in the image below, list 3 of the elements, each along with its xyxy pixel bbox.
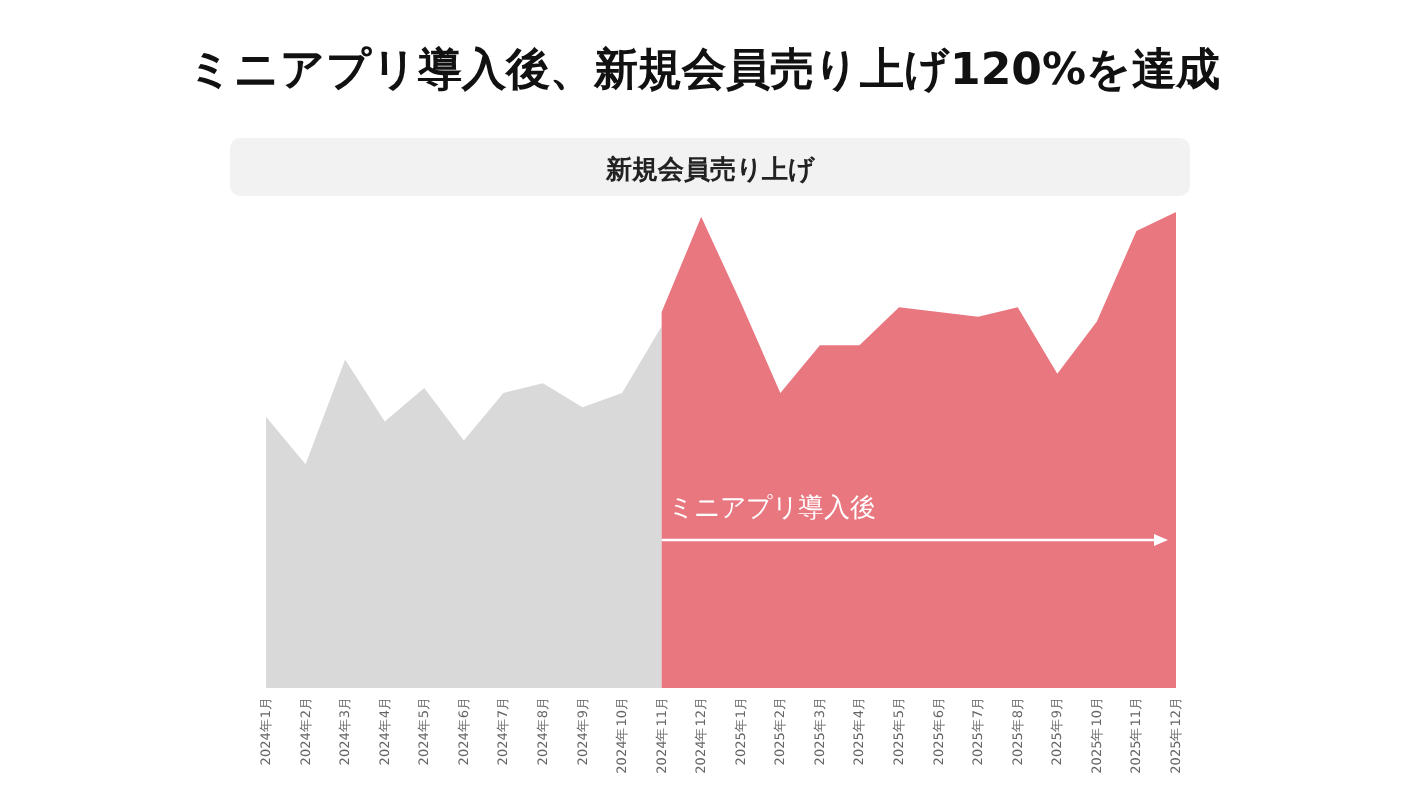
chart-subtitle: 新規会員売り上げ bbox=[604, 154, 816, 186]
annotation: ミニアプリ導入後 bbox=[667, 494, 876, 524]
chart-title: ミニアプリ導入後、新規会員売り上げ120%を達成 bbox=[188, 44, 1220, 96]
